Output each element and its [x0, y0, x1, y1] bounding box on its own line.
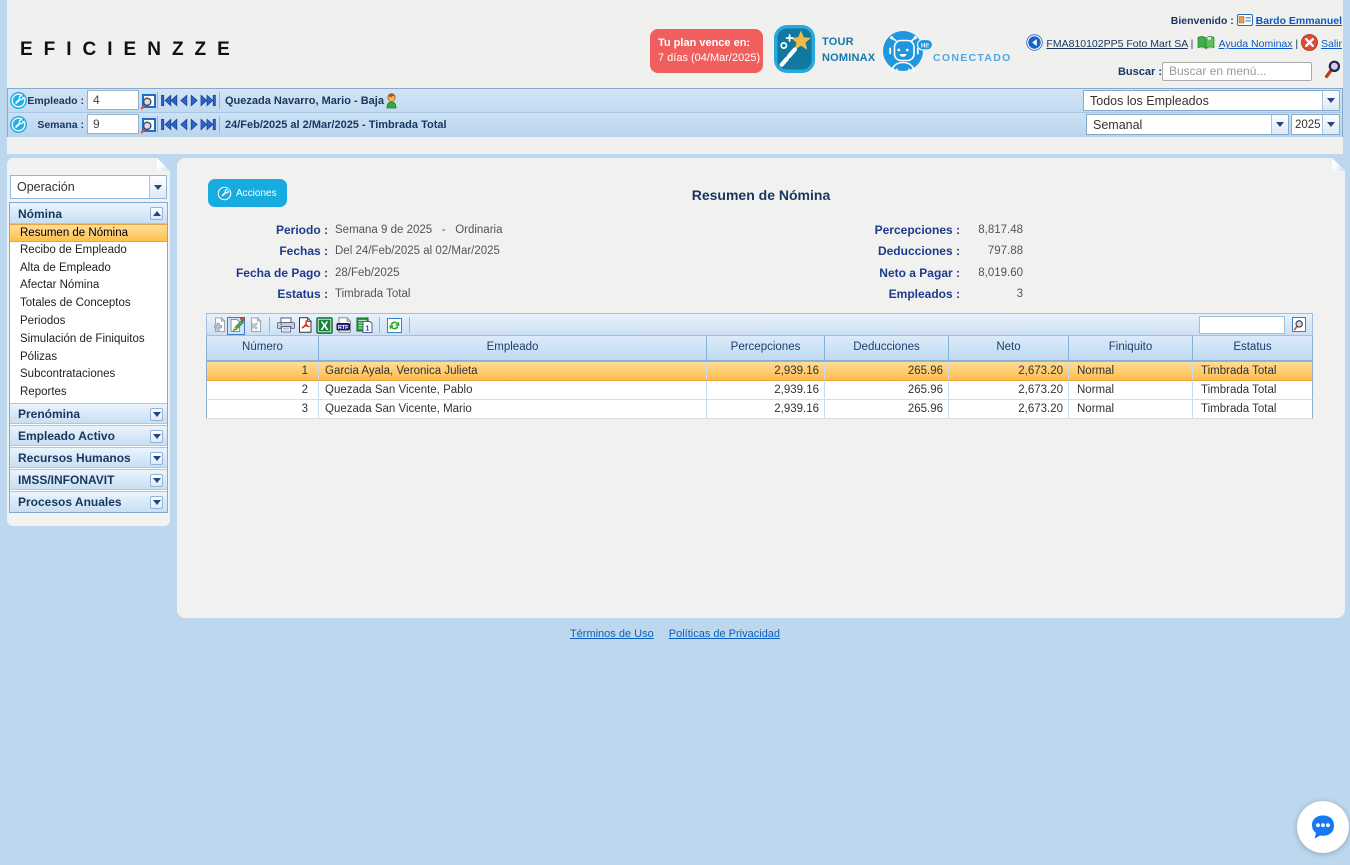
- svg-text:HI!: HI!: [921, 43, 929, 49]
- svg-text:1: 1: [366, 326, 370, 333]
- svg-text:RTF: RTF: [338, 325, 349, 331]
- svg-text:X: X: [320, 319, 328, 333]
